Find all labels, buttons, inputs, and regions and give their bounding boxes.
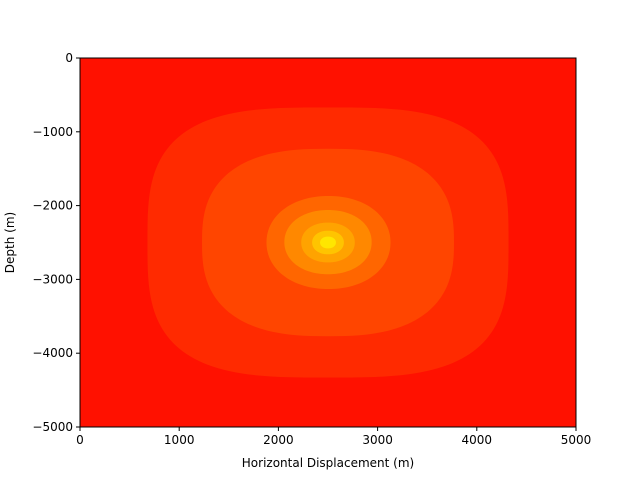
- x-tick-label: 1000: [164, 433, 195, 447]
- plot-frame: [79, 57, 577, 428]
- x-tick-label: 5000: [561, 433, 592, 447]
- x-axis: 0 1000 2000 3000 4000 5000: [76, 427, 591, 447]
- y-tick-label: −1000: [32, 125, 73, 139]
- y-axis: 0 −1000 −2000 −3000 −4000 −5000: [32, 51, 80, 434]
- x-axis-label: Horizontal Displacement (m): [242, 456, 414, 470]
- y-tick-label: −2000: [32, 199, 73, 213]
- y-tick-label: −3000: [32, 272, 73, 286]
- y-tick-label: −5000: [32, 420, 73, 434]
- y-tick-label: −4000: [32, 346, 73, 360]
- contour-fill-layer: [80, 58, 576, 427]
- y-axis-label: Depth (m): [3, 212, 17, 273]
- x-tick-label: 2000: [263, 433, 294, 447]
- x-tick-label: 0: [76, 433, 84, 447]
- x-tick-label: 4000: [462, 433, 493, 447]
- x-tick-label: 3000: [362, 433, 393, 447]
- contour-band-7: [320, 236, 336, 249]
- y-tick-label: 0: [65, 51, 73, 65]
